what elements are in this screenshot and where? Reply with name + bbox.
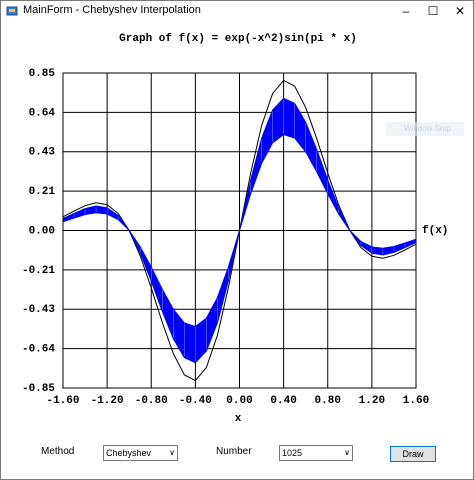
x-tick-label: 1.60 — [403, 395, 429, 407]
x-tick-label: 0.00 — [226, 395, 252, 407]
y-tick-label: -0.21 — [22, 265, 55, 277]
y-tick-label: -0.43 — [22, 304, 55, 316]
number-value: 1025 — [282, 448, 303, 458]
x-tick-label: 1.20 — [359, 395, 385, 407]
x-tick-label: 0.80 — [315, 395, 341, 407]
x-tick-label: -0.80 — [135, 395, 168, 407]
title-bar: MainForm - Chebyshev Interpolation – ☐ ✕ — [1, 1, 473, 21]
window-title: MainForm - Chebyshev Interpolation — [23, 4, 201, 16]
x-tick-label: -1.60 — [46, 395, 79, 407]
dropdown-arrow: ∨ — [344, 448, 350, 457]
number-combo[interactable]: 1025 ∨ — [279, 445, 353, 461]
dropdown-arrow: ∨ — [169, 448, 175, 457]
y-axis-label: f(x) — [422, 225, 448, 237]
y-tick-label: -0.64 — [22, 344, 55, 356]
y-tick-label: 0.64 — [29, 107, 56, 119]
method-label: Method — [41, 446, 75, 457]
number-label: Number — [216, 446, 252, 457]
y-tick-label: -0.85 — [22, 383, 55, 395]
interp-edge — [62, 133, 417, 328]
app-icon — [6, 6, 18, 16]
chart-title: Graph of f(x) = exp(-x^2)sin(pi * x) — [119, 33, 357, 45]
minimize-button[interactable]: – — [402, 4, 410, 18]
y-tick-label: 0.21 — [29, 186, 56, 198]
x-tick-label: -0.40 — [179, 395, 212, 407]
maximize-button[interactable]: ☐ — [427, 4, 439, 18]
x-tick-label: -1.20 — [91, 395, 124, 407]
y-tick-label: 0.43 — [29, 147, 56, 159]
draw-button[interactable]: Draw — [390, 446, 436, 462]
snip-tooltip: Window Snip — [386, 122, 464, 136]
method-combo[interactable]: Chebyshev ∨ — [103, 445, 178, 461]
y-tick-label: 0.85 — [29, 68, 56, 80]
x-axis-label: x — [235, 413, 242, 425]
x-tick-label: 0.40 — [270, 395, 296, 407]
y-tick-label: 0.00 — [29, 225, 55, 237]
plot-frame — [62, 72, 417, 389]
chart: Graph of f(x) = exp(-x^2)sin(pi * x) x f… — [22, 33, 448, 425]
close-button[interactable]: ✕ — [454, 4, 466, 18]
method-value: Chebyshev — [106, 448, 152, 458]
